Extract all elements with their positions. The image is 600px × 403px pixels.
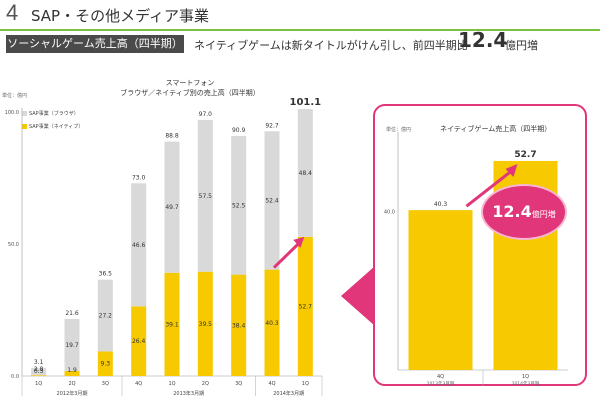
total-label: 97.0 [199,111,213,118]
browser-value-label: 57.5 [199,193,213,200]
main-y-tick-label: 100.0 [5,110,19,116]
panel-chart-unit: 単位：億円 [386,127,412,133]
main-x-tick-label: 2Q [68,381,75,387]
panel-y-tick-label: 40.0 [384,209,395,215]
bar-browser [31,367,47,376]
main-x-tick-label: 2Q [202,381,209,387]
section-number: 4 [6,0,19,25]
native-value-label: 39.5 [199,321,213,328]
main-chart-title-line1: スマートフォン [165,79,215,87]
native-value-label: 26.4 [132,338,146,345]
headline-value: 12.4 [458,28,508,52]
panel-year-label: 2013年3月期 [427,380,455,387]
bar-browser [131,183,147,307]
panel-x-tick-label: 4Q [437,374,444,380]
main-chart-title-line2: ブラウザ／ネイティブ別の売上高（四半期） [120,89,260,97]
bar-native [31,375,47,376]
panel-value-label: 40.3 [434,201,448,208]
callout-unit: 億円増 [531,210,556,219]
legend-label-native: SAP事業（ネイティブ） [29,124,84,130]
panel-growth-arrow-line [465,169,513,208]
panel-growth-arrow-head [505,163,518,177]
main-chart-unit: 単位：億円 [2,93,28,99]
panel-x-tick-label: 1Q [522,374,529,380]
legend-item-browser: SAP事業（ブラウザ） [22,110,79,117]
bar-browser [97,279,113,352]
native-value-label: 9.3 [101,361,111,368]
main-x-tick-label: 4Q [268,381,275,387]
bar-native [164,272,180,376]
main-x-tick-label: 3Q [235,381,242,387]
page-title: SAP・その他メディア事業 [31,7,210,25]
arrow-left-icon [341,266,375,326]
headline-unit: 億円増 [505,39,538,52]
main-y-tick-label: 50.0 [8,242,19,248]
native-value-label: 52.7 [299,303,313,310]
bar-browser [264,131,280,270]
browser-value-label: 48.4 [299,170,313,177]
native-value-label: 0.3 [34,368,44,375]
browser-value-label: 27.2 [99,313,113,320]
year-group-label: 2012年3月期 [57,390,88,397]
bar-native [264,269,280,376]
main-x-tick-label: 1Q [302,381,309,387]
bar-browser [197,119,213,272]
native-value-label: 40.3 [265,320,279,327]
browser-value-label: 2.8 [34,366,44,373]
legend-label-browser: SAP事業（ブラウザ） [29,111,79,117]
browser-value-label: 52.5 [232,202,246,209]
year-group-label: 2014年3月期 [273,390,304,397]
browser-value-label: 52.4 [265,197,279,204]
total-label: 21.6 [65,310,79,317]
bar-native [231,274,247,376]
total-label: 3.1 [34,359,44,366]
total-label: 36.5 [99,271,113,278]
browser-value-label: 49.7 [165,204,179,211]
growth-arrow-line [272,241,301,269]
native-value-label: 39.1 [165,321,179,328]
panel-bar [408,210,473,370]
bar-native [131,306,147,376]
year-group-label: 2013年3月期 [173,390,204,397]
main-y-tick-label: 0.0 [11,374,19,380]
bar-browser [297,109,313,237]
bar-browser [231,136,247,275]
callout-value: 12.4 [492,202,532,221]
main-x-tick-label: 1Q [168,381,175,387]
main-x-tick-label: 4Q [135,381,142,387]
section-label: ソーシャルゲーム売上高（四半期） [6,35,184,53]
native-value-label: 1.9 [67,367,77,374]
legend-swatch-native [22,124,27,129]
native-value-label: 38.4 [232,322,246,329]
growth-arrow-head [293,236,305,248]
total-label: 73.0 [132,174,146,181]
bar-browser [64,318,80,371]
main-x-tick-label: 1Q [35,381,42,387]
main-x-tick-label: 3Q [102,381,109,387]
legend-swatch-browser [22,111,27,116]
total-label: 92.7 [265,122,279,129]
headline-text: ネイティブゲームは新タイトルがけん引し、前四半期比 [194,39,468,52]
total-label: 90.9 [232,127,246,134]
panel-value-label: 52.7 [514,150,536,160]
browser-value-label: 19.7 [65,342,79,349]
bar-native [297,236,313,376]
panel-year-label: 2014年3月期 [512,380,540,387]
bar-browser [164,141,180,273]
total-label: 101.1 [290,97,322,108]
browser-value-label: 46.6 [132,242,146,249]
bar-native [64,370,80,376]
increase-callout: 12.4億円増 [483,186,565,238]
bar-native [97,351,113,376]
header-divider [0,29,600,31]
total-label: 88.8 [165,133,179,140]
bar-native [197,271,213,376]
panel-chart-title: ネイティブゲーム売上高（四半期） [440,125,552,133]
legend-item-native: SAP事業（ネイティブ） [22,123,83,130]
